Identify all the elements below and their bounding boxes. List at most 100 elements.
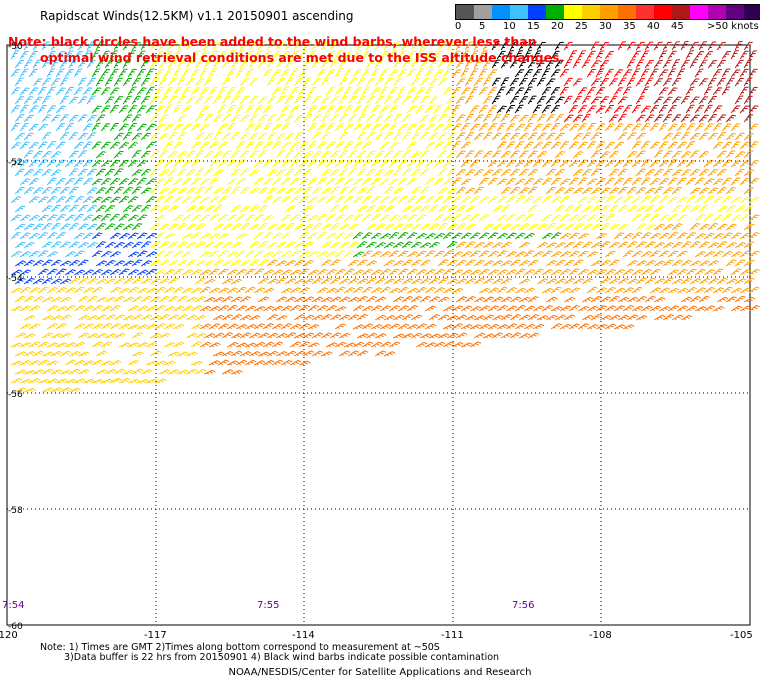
wind-barb	[366, 260, 377, 269]
wind-barb	[60, 278, 71, 287]
wind-barb	[258, 259, 268, 269]
wind-barb	[686, 305, 697, 314]
wind-barb	[672, 241, 682, 250]
wind-barb	[263, 195, 272, 205]
wind-barb	[308, 250, 318, 259]
wind-barb	[249, 240, 259, 250]
wind-barb	[542, 232, 552, 241]
wind-barb	[339, 223, 349, 232]
wind-barb	[65, 86, 74, 97]
wind-barb	[195, 332, 206, 340]
wind-barb	[663, 41, 672, 52]
wind-barb	[159, 295, 170, 304]
wind-barb	[204, 167, 213, 178]
wind-barb	[650, 232, 660, 241]
wind-barb	[173, 104, 182, 115]
wind-barb	[677, 250, 687, 259]
wind-barb	[389, 122, 398, 133]
wind-barb	[695, 250, 706, 259]
wind-barb	[519, 186, 529, 196]
wind-barb	[110, 268, 121, 277]
wind-barb	[528, 113, 537, 124]
wind-barb	[470, 232, 480, 242]
wind-barb	[614, 177, 624, 187]
wind-barb	[362, 104, 370, 115]
wind-barb	[69, 96, 78, 106]
wind-barb	[222, 278, 233, 287]
wind-barb	[11, 378, 22, 386]
wind-barb	[119, 378, 130, 386]
wind-barb	[681, 131, 690, 142]
wind-barb	[690, 204, 700, 214]
wind-barb	[83, 323, 94, 332]
wind-barb	[528, 168, 538, 178]
wind-barb	[713, 250, 723, 259]
wind-barb	[213, 131, 222, 142]
wind-barb	[393, 186, 403, 196]
wind-barb	[668, 141, 677, 151]
wind-barb	[645, 59, 654, 70]
wind-barb	[722, 141, 732, 151]
wind-barb	[416, 159, 426, 169]
wind-barb	[231, 186, 240, 196]
wind-barb	[672, 95, 681, 105]
wind-barb	[200, 123, 210, 133]
wind-barb	[407, 231, 417, 241]
wind-barb	[641, 85, 649, 96]
wind-barb	[506, 213, 516, 223]
wind-barb	[389, 159, 398, 169]
wind-barb	[699, 295, 709, 304]
wind-barb	[695, 306, 706, 314]
wind-barb	[146, 287, 157, 295]
wind-barb	[254, 104, 263, 115]
wind-barb	[56, 68, 64, 79]
wind-barb	[519, 149, 528, 159]
wind-barb	[470, 123, 480, 133]
wind-barb	[123, 113, 132, 124]
wind-barb	[294, 95, 303, 106]
wind-barb	[708, 242, 719, 251]
wind-barb	[60, 314, 71, 322]
wind-barb	[267, 313, 278, 322]
wind-barb	[425, 268, 436, 277]
wind-barb	[96, 332, 107, 340]
wind-barb	[402, 333, 413, 341]
wind-barb	[132, 332, 143, 341]
wind-barb	[614, 196, 624, 205]
wind-barb	[591, 187, 601, 197]
wind-barb	[24, 295, 34, 304]
wind-barb	[492, 95, 500, 106]
wind-barb	[447, 240, 457, 250]
wind-barb	[461, 305, 472, 314]
wind-barb	[618, 131, 627, 141]
wind-barb	[578, 196, 588, 205]
wind-barb	[672, 150, 682, 160]
wind-barb	[231, 114, 240, 124]
wind-barb	[456, 186, 466, 196]
wind-barb	[564, 296, 575, 304]
wind-barb	[474, 77, 483, 88]
wind-barb	[704, 177, 714, 187]
wind-barb	[110, 322, 121, 331]
longitude-label: -114	[292, 630, 315, 641]
wind-barb	[699, 187, 709, 197]
wind-barb	[105, 204, 115, 214]
wind-barb	[141, 204, 151, 214]
wind-barb	[632, 250, 642, 259]
wind-barb	[186, 77, 195, 88]
wind-barb	[24, 132, 33, 142]
wind-barb	[641, 195, 651, 205]
wind-barb	[690, 295, 701, 304]
wind-barb	[312, 277, 322, 286]
wind-barb	[272, 68, 281, 79]
wind-barb	[308, 104, 317, 115]
wind-barb	[735, 132, 744, 142]
wind-barb	[299, 195, 309, 205]
wind-barb	[614, 122, 623, 132]
wind-barb	[663, 132, 673, 142]
wind-barb	[510, 223, 521, 232]
wind-barb	[447, 131, 456, 141]
wind-barb	[483, 169, 493, 179]
wind-barb	[389, 287, 400, 295]
wind-barb	[393, 333, 404, 341]
